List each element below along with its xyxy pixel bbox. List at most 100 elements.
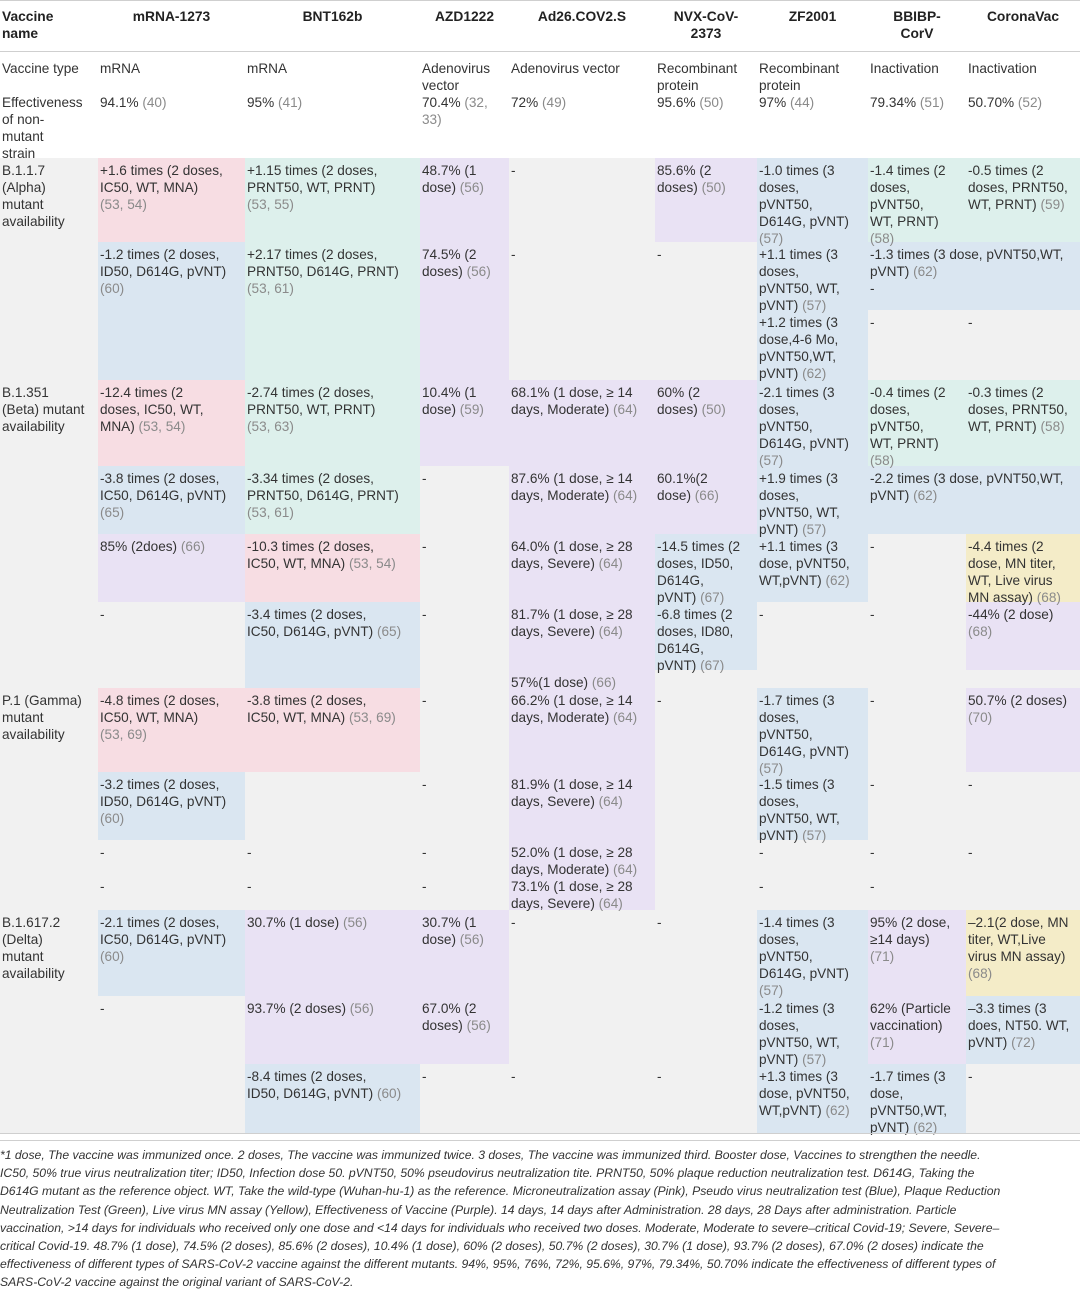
data-cell-g4-mrna: - bbox=[98, 875, 245, 895]
beta-bnt162b-prnt-bg bbox=[245, 380, 420, 534]
vaccine-type-cell: Adenovirus vector bbox=[420, 57, 509, 94]
citation-reference: (65) bbox=[100, 505, 125, 520]
data-cell-g3-bbibp: - bbox=[868, 841, 966, 861]
citation-reference: (56) bbox=[466, 264, 491, 279]
alpha-bbibp-pvnt-bg bbox=[868, 242, 1080, 310]
citation-reference: (68) bbox=[968, 624, 993, 639]
citation-reference: (40) bbox=[142, 95, 167, 110]
data-cell-a2-zf: +1.1 times (3 doses, pVNT50, WT, pVNT) (… bbox=[757, 243, 868, 314]
beta-ad26-nvx-bg bbox=[509, 380, 757, 466]
data-cell-d2-corona: –3.3 times (3 does, NT50. WT, pVNT) (72) bbox=[966, 997, 1080, 1051]
citation-reference: (71) bbox=[870, 949, 895, 964]
data-cell-d1-bbibp: 95% (2 dose, ≥14 days) (71) bbox=[868, 911, 966, 965]
gamma-zf2001-bg bbox=[757, 688, 868, 840]
data-cell-b4-corona: -44% (2 dose) (68) bbox=[966, 603, 1080, 640]
cell-text: 48.7% (1 dose) bbox=[422, 163, 477, 195]
data-cell-b4-zf: - bbox=[757, 603, 868, 623]
cell-text: +1.6 times (2 doses, IC50, WT, MNA) bbox=[100, 163, 223, 195]
cell-text: -1.4 times (3 doses, pVNT50, D614G, pVNT… bbox=[759, 915, 849, 981]
citation-reference: (67) bbox=[700, 590, 725, 605]
data-cell-g1-bnt: -3.8 times (2 doses, IC50, WT, MNA) (53,… bbox=[245, 689, 420, 726]
citation-reference: (58) bbox=[870, 231, 895, 246]
data-cell-g3-mrna: - bbox=[98, 841, 245, 861]
citation-reference: (60) bbox=[100, 949, 125, 964]
row-label-gamma: P.1 (Gamma) mutant availability bbox=[0, 689, 98, 743]
cell-text: - bbox=[422, 471, 427, 486]
cell-text: - bbox=[422, 607, 427, 622]
citation-reference: (57) bbox=[759, 453, 784, 468]
data-cell-b3-mrna: 85% (2does) (66) bbox=[98, 535, 245, 555]
cell-text: -1.7 times (3 dose, pVNT50,WT, pVNT) bbox=[870, 1069, 948, 1135]
citation-reference: (64) bbox=[613, 862, 638, 877]
cell-text: - bbox=[100, 607, 105, 622]
cell-text: - bbox=[968, 845, 973, 860]
header-coronavac: CoronaVac bbox=[966, 5, 1080, 25]
citation-reference: (57) bbox=[802, 522, 827, 537]
data-cell-d1-zf: -1.4 times (3 doses, pVNT50, D614G, pVNT… bbox=[757, 911, 868, 999]
citation-reference: (62) bbox=[913, 488, 938, 503]
beta-coronavac-eff-bg bbox=[966, 602, 1080, 670]
citation-reference: (56) bbox=[459, 180, 484, 195]
citation-reference: (49) bbox=[541, 95, 567, 110]
data-cell-a2-bb: -1.3 times (3 dose, pVNT50,WT, pVNT) (62… bbox=[868, 243, 1080, 280]
citation-reference: (53, 54) bbox=[138, 419, 186, 434]
citation-reference: (62) bbox=[825, 1103, 850, 1118]
cell-text: - bbox=[870, 845, 875, 860]
cell-text: - bbox=[968, 777, 973, 792]
delta-bbibp-eff-bg bbox=[868, 910, 966, 996]
citation-reference: (62) bbox=[913, 1120, 938, 1135]
data-cell-b2-bb: -2.2 times (3 dose, pVNT50,WT, pVNT) (62… bbox=[868, 467, 1080, 504]
effectiveness-cell: 79.34% (51) bbox=[868, 91, 966, 111]
cell-text: Inactivation bbox=[870, 61, 939, 76]
cell-text: mRNA-1273 bbox=[132, 9, 211, 24]
beta-mrna1273-mna-bg bbox=[98, 380, 245, 466]
data-cell-a2-bnt: +2.17 times (2 doses, PRNT50, D614G, PRN… bbox=[245, 243, 420, 297]
cell-text: -2.1 times (2 doses, IC50, D614G, pVNT) bbox=[100, 915, 227, 947]
data-cell-b3-nvx: -14.5 times (2 doses, ID50, D614G, pVNT)… bbox=[655, 535, 757, 606]
cell-text: 30.7% (1 dose) bbox=[247, 915, 343, 930]
citation-reference: (66) bbox=[180, 539, 206, 554]
row-label-beta: B.1.351 (Beta) mutant availability bbox=[0, 381, 98, 435]
data-cell-a2-nvx: - bbox=[655, 243, 757, 263]
table-bottom-rule bbox=[0, 1140, 1080, 1141]
effectiveness-cell: 70.4% (32, 33) bbox=[420, 91, 509, 128]
vaccine-type-cell: Recombinant protein bbox=[655, 57, 757, 94]
beta-zf2001-bg bbox=[757, 380, 868, 602]
cell-text: -10.3 times (2 doses, IC50, WT, MNA) bbox=[247, 539, 374, 571]
data-cell-b2-azd: - bbox=[420, 467, 509, 487]
data-cell-b1-azd: 10.4% (1 dose) (59) bbox=[420, 381, 509, 418]
cell-text: - bbox=[247, 879, 252, 894]
table-footnote: *1 dose, The vaccine was immunized once.… bbox=[0, 1148, 1001, 1290]
citation-reference: (68) bbox=[968, 966, 993, 981]
beta-azd1222-bg bbox=[420, 380, 509, 466]
delta-bbibp-particle-bg bbox=[868, 996, 966, 1064]
cell-text: -2.2 times (3 dose, pVNT50,WT, pVNT) bbox=[870, 471, 1064, 503]
data-cell-b3-ad26: 64.0% (1 dose, ≥ 28 days, Severe) (64) bbox=[509, 535, 655, 572]
cell-text: -0.3 times (2 doses, PRNT50, WT, PRNT) bbox=[968, 385, 1068, 434]
beta-bbibp-bg bbox=[868, 380, 966, 466]
data-cell-b3-azd: - bbox=[420, 535, 509, 555]
citation-reference: (53, 63) bbox=[247, 419, 294, 434]
cell-text: 66.2% (1 dose, ≥ 14 days, Moderate) bbox=[511, 693, 633, 725]
header-vaccine-name: Vaccine name bbox=[0, 5, 98, 42]
data-cell-b2-nvx: 60.1%(2 dose) (66) bbox=[655, 467, 757, 504]
citation-reference: (59) bbox=[1040, 197, 1065, 212]
citation-reference: (57) bbox=[759, 983, 784, 998]
cell-text: 95% (2 dose, ≥14 days) bbox=[870, 915, 951, 947]
data-cell-g3-ad26: 52.0% (1 dose, ≥ 28 days, Moderate) (64) bbox=[509, 841, 655, 878]
citation-reference: (64) bbox=[598, 556, 623, 571]
cell-text: Inactivation bbox=[968, 61, 1037, 76]
data-cell-g2-bbibp: - bbox=[868, 773, 966, 793]
data-cell-b3-corona: -4.4 times (2 dose, MN titer, WT, Live v… bbox=[966, 535, 1080, 606]
cell-text: - bbox=[422, 1069, 427, 1084]
cell-text: 70.4% bbox=[422, 95, 465, 110]
data-cell-a1-azd: 48.7% (1 dose) (56) bbox=[420, 159, 509, 196]
data-cell-b2-zf: +1.9 times (3 doses, pVNT50, WT, pVNT) (… bbox=[757, 467, 868, 538]
row-label-effectiveness: Effectiveness of non- mutant strain bbox=[0, 91, 98, 162]
data-cell-b1-bbibp: -0.4 times (2 doses, pVNT50, WT, PRNT) (… bbox=[868, 381, 966, 469]
cell-text: - bbox=[870, 539, 875, 554]
cell-text: -2.1 times (3 doses, pVNT50, D614G, pVNT… bbox=[759, 385, 849, 451]
data-cell-g2-ad26: 81.9% (1 dose, ≥ 14 days, Severe) (64) bbox=[509, 773, 655, 810]
cell-text: -1.7 times (3 doses, pVNT50, D614G, pVNT… bbox=[759, 693, 849, 759]
data-cell-d1-corona: –2.1(2 dose, MN titer, WT,Live virus MN … bbox=[966, 911, 1080, 982]
